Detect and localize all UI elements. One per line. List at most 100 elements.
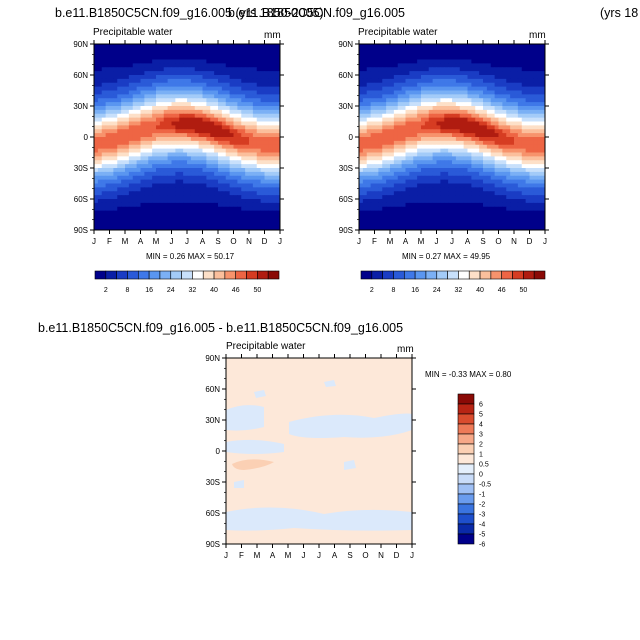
panel-a-cell — [152, 187, 157, 192]
panel-b-cell — [521, 206, 527, 212]
panel-a-cell — [210, 164, 215, 169]
panel-b-cell — [514, 206, 519, 212]
panel-a-cell — [225, 156, 231, 161]
panel-b-cell — [390, 160, 395, 165]
panel-a-cell — [136, 102, 141, 107]
panel-b-colorbar-swatch — [468, 270, 481, 280]
panel-a-cell — [241, 148, 246, 153]
panel-b-cell — [486, 195, 492, 200]
panel-b-cell — [471, 202, 476, 208]
panel-b-cell — [514, 55, 519, 60]
panel-a-cell — [117, 137, 122, 142]
panel-a-cell — [202, 94, 207, 99]
panel-a-cell — [225, 179, 231, 184]
panel-b-cell — [479, 44, 484, 49]
panel-a-cell — [136, 113, 141, 119]
panel-b-cell — [444, 59, 449, 64]
panel-b-cell — [366, 222, 372, 227]
panel-a-cell — [167, 179, 172, 184]
panel-a-cell — [272, 98, 277, 103]
panel-b-cell — [490, 140, 496, 146]
panel-b-cell — [490, 113, 496, 119]
panel-b-cell — [537, 206, 542, 212]
panel-a-cell — [249, 137, 254, 142]
panel-a-cell — [210, 133, 215, 138]
panel-a-cell — [187, 67, 192, 72]
panel-b-cell — [444, 202, 449, 208]
panel-a-cell — [113, 226, 118, 231]
panel-b-cell — [537, 102, 542, 107]
panel-a-cell — [221, 183, 227, 188]
panel-b-cell — [479, 214, 484, 219]
panel-b-cell — [525, 129, 530, 134]
panel-b-cell — [483, 55, 488, 60]
panel-b-cell — [486, 71, 492, 76]
panel-a-cell — [183, 82, 188, 88]
panel-b-cell — [432, 168, 437, 173]
panel-b-cell — [421, 47, 426, 53]
panel-b-cell — [428, 148, 434, 153]
panel-a-cell — [249, 199, 254, 204]
panel-b-cell — [386, 51, 391, 57]
panel-b-cell — [467, 94, 472, 99]
panel-b-cell — [362, 199, 368, 204]
panel-c-negative-region — [344, 460, 356, 470]
panel-b-cell — [440, 214, 445, 219]
panel-a-cell — [190, 206, 196, 212]
panel-a-cell — [233, 51, 238, 57]
panel-b-cell — [471, 113, 476, 119]
panel-c-colorbar-label: -2 — [479, 502, 485, 509]
panel-a-cell — [198, 106, 203, 111]
panel-a-cell — [148, 199, 153, 204]
panel-b-cell — [374, 113, 379, 119]
panel-b-cell — [467, 137, 472, 142]
panel-a-cell — [249, 98, 254, 103]
panel-b-cell — [494, 44, 499, 49]
panel-b-cell — [490, 164, 496, 169]
panel-b-cell — [432, 47, 437, 53]
panel-b-cell — [521, 67, 527, 72]
panel-a-cell — [206, 63, 211, 68]
panel-a-cell — [187, 156, 192, 161]
panel-b-cell — [506, 226, 511, 231]
panel-b-cell — [517, 129, 523, 134]
panel-b-cell — [421, 179, 426, 184]
panel-a-cell — [113, 140, 118, 146]
panel-b-cell — [541, 75, 546, 80]
panel-a-cell — [148, 67, 153, 72]
panel-b-colorbar-swatch — [479, 270, 492, 280]
panel-a-colorbar-swatch — [105, 270, 117, 280]
panel-b-cell — [378, 113, 383, 119]
panel-a-cell — [237, 168, 242, 173]
panel-a-cell — [249, 44, 254, 49]
panel-a-cell — [190, 160, 196, 165]
panel-a-cell — [175, 222, 180, 227]
panel-b-cell — [409, 199, 414, 204]
panel-b-cell — [486, 199, 492, 204]
panel-b-cell — [459, 106, 465, 111]
panel-a-cell — [221, 82, 227, 88]
panel-b-cell — [459, 222, 465, 227]
panel-a-cell — [237, 59, 242, 64]
panel-b-cell — [432, 179, 437, 184]
panel-b-cell — [506, 102, 511, 107]
panel-b-cell — [440, 156, 445, 161]
panel-a-cell — [214, 191, 219, 196]
panel-b-cell — [541, 125, 546, 130]
panel-a-cell — [194, 187, 200, 192]
panel-b-cell — [432, 67, 437, 72]
panel-a-cell — [190, 199, 196, 204]
panel-b-cell — [405, 164, 410, 169]
panel-b-cell — [359, 214, 364, 219]
panel-b-cell — [401, 202, 406, 208]
panel-a-cell — [128, 144, 134, 150]
panel-b-cell — [506, 222, 511, 227]
panel-c-xtick-label: A — [270, 551, 276, 560]
panel-b-cell — [397, 47, 403, 53]
panel-b-cell — [483, 63, 488, 68]
panel-a-cell — [128, 51, 134, 57]
panel-b-cell — [448, 191, 453, 196]
panel-a-cell — [163, 195, 169, 200]
panel-b-cell — [494, 195, 499, 200]
panel-a-cell — [237, 44, 242, 49]
